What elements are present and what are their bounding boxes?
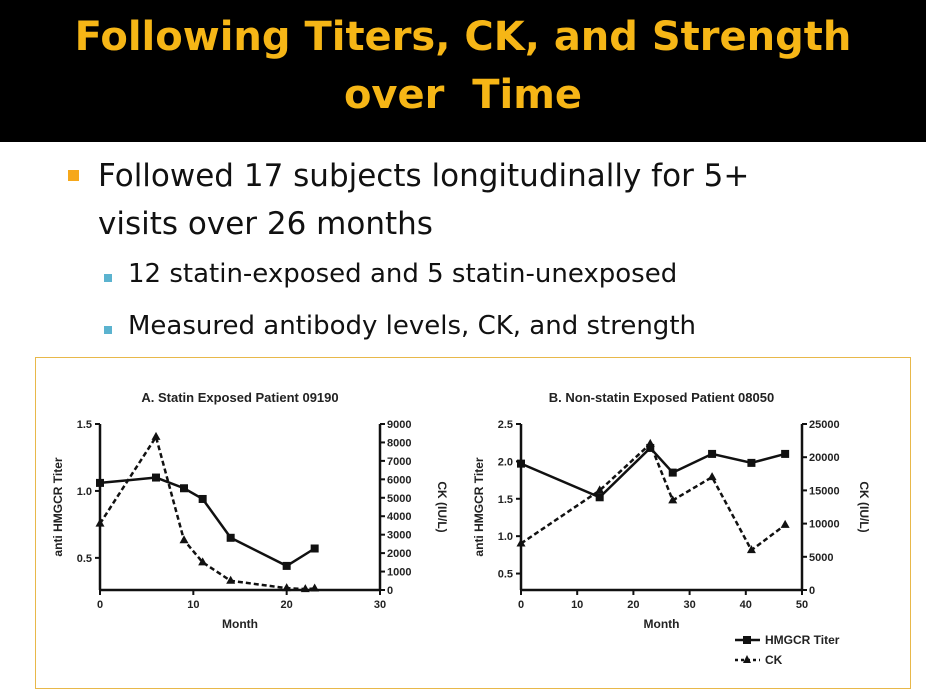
ck-point: [707, 472, 717, 481]
slide-title: Following Titers, CK, and Strength over …: [0, 8, 926, 124]
y-tick-label: 2.5: [498, 419, 513, 431]
y2-tick-label: 10000: [809, 519, 840, 531]
ck-point: [300, 584, 310, 593]
y-axis-label: anti HMGCR Titer: [472, 457, 486, 556]
sub-bullet-marker: [104, 326, 112, 334]
ck-point: [645, 438, 655, 447]
sub-bullet-2: Measured antibody levels, CK, and streng…: [128, 311, 696, 341]
ck-point: [780, 519, 790, 528]
y2-tick-label: 2000: [387, 548, 411, 560]
ck-point: [151, 431, 161, 440]
legend-titer-label: HMGCR Titer: [765, 633, 840, 647]
y2-tick-label: 5000: [809, 552, 833, 564]
chart-title: A. Statin Exposed Patient 09190: [141, 390, 338, 405]
ck-point: [310, 583, 320, 592]
legend-titer-marker: [743, 636, 751, 644]
y2-tick-label: 0: [809, 585, 815, 597]
y-tick-label: 0.5: [498, 569, 513, 581]
titer-point: [310, 544, 319, 553]
titer-point: [198, 494, 207, 503]
main-bullet: Followed 17 subjects longitudinally for …: [98, 158, 750, 242]
x-tick-label: 50: [796, 599, 808, 611]
titer-line: [99, 476, 316, 568]
x-tick-label: 10: [571, 599, 583, 611]
x-axis-label: Month: [644, 617, 680, 631]
ck-line: [520, 441, 786, 553]
ck-point: [226, 575, 236, 584]
x-tick-label: 40: [740, 599, 752, 611]
y-tick-label: 1.5: [77, 419, 92, 431]
y-tick-label: 1.5: [498, 494, 513, 506]
y2-tick-label: 15000: [809, 485, 840, 497]
title-band: [0, 0, 926, 142]
titer-point: [595, 493, 604, 502]
titer-point: [517, 459, 525, 468]
y2-tick-label: 6000: [387, 474, 411, 486]
y2-tick-label: 0: [387, 585, 393, 597]
ck-point: [668, 495, 678, 504]
bullet-marker: [68, 170, 79, 181]
chart-frame: [35, 357, 911, 689]
ck-point: [282, 583, 292, 592]
x-tick-label: 0: [518, 599, 524, 611]
y-tick-label: 0.5: [77, 553, 92, 565]
titer-point: [646, 443, 655, 452]
ck-line: [98, 433, 315, 591]
y2-tick-label: 9000: [387, 419, 411, 431]
ck-point: [198, 557, 208, 566]
ck-point: [595, 485, 605, 494]
ck-point: [95, 518, 105, 527]
x-tick-label: 30: [374, 599, 386, 611]
titer-point: [282, 561, 291, 570]
x-tick-label: 10: [187, 599, 199, 611]
x-axis-label: Month: [222, 617, 258, 631]
y-tick-label: 1.0: [77, 486, 92, 498]
titer-point: [96, 478, 104, 487]
y-tick-label: 2.0: [498, 456, 513, 468]
titer-point: [180, 484, 188, 493]
title-line-2: over Time: [343, 72, 583, 118]
y-tick-label: 1.0: [498, 531, 513, 543]
y2-tick-label: 4000: [387, 511, 411, 523]
y2-tick-label: 25000: [809, 419, 840, 431]
titer-point: [226, 533, 235, 542]
y2-tick-label: 3000: [387, 530, 411, 542]
y2-tick-label: 5000: [387, 493, 411, 505]
titer-point: [668, 468, 677, 477]
sub-bullet-marker: [104, 274, 112, 282]
ck-point: [516, 538, 526, 547]
y2-axis-label: CK (IU/L): [857, 481, 871, 532]
legend-ck-label: CK: [765, 653, 783, 667]
x-tick-label: 30: [683, 599, 695, 611]
title-line-1: Following Titers, CK, and Strength: [74, 14, 852, 60]
ck-point: [746, 545, 756, 554]
y2-tick-label: 20000: [809, 452, 840, 464]
x-tick-label: 20: [627, 599, 639, 611]
titer-point: [781, 449, 790, 458]
chart-title: B. Non-statin Exposed Patient 08050: [549, 390, 774, 405]
titer-point: [747, 458, 756, 467]
y-axis-label: anti HMGCR Titer: [51, 457, 65, 556]
legend-ck-marker: [743, 655, 751, 663]
y2-tick-label: 7000: [387, 456, 411, 468]
titer-point: [708, 449, 717, 458]
y2-axis-label: CK (IU/L): [435, 481, 449, 532]
x-tick-label: 20: [281, 599, 293, 611]
x-tick-label: 0: [97, 599, 103, 611]
y2-tick-label: 8000: [387, 437, 411, 449]
ck-point: [179, 535, 189, 544]
y2-tick-label: 1000: [387, 567, 411, 579]
titer-line: [520, 446, 786, 499]
titer-point: [152, 473, 160, 482]
sub-bullet-1: 12 statin-exposed and 5 statin-unexposed: [128, 259, 678, 289]
